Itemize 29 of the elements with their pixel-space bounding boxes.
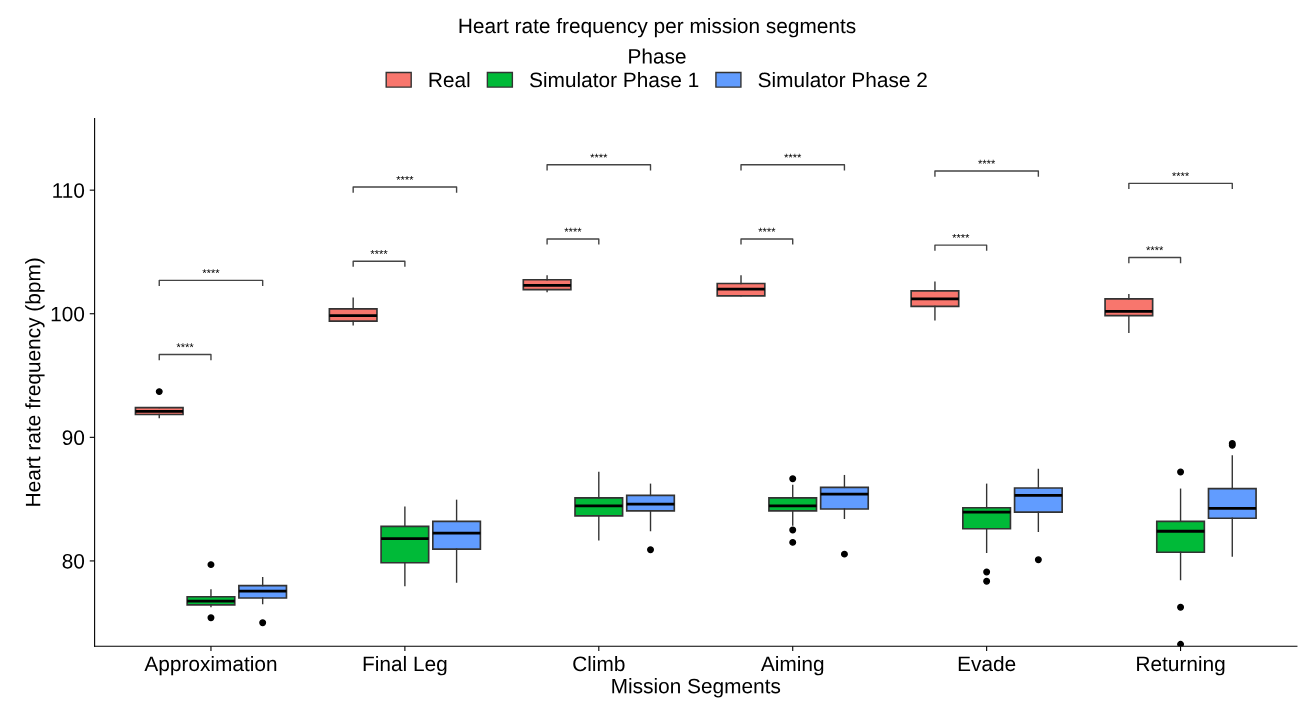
annotation: **** <box>176 343 194 348</box>
annotation: **** <box>1146 246 1164 251</box>
annotation: **** <box>396 175 414 180</box>
annotation: **** <box>978 159 996 164</box>
x-tick-label: Returning <box>1137 655 1225 676</box>
annotation: **** <box>590 153 608 158</box>
legend-label: Simulator Phase 2 <box>758 71 927 88</box>
chart-title: Heart rate frequency per mission segments <box>459 17 856 38</box>
x-tick-label: Evade <box>958 655 1016 672</box>
y-axis-title: Heart rate frequency (bpm) <box>25 258 45 506</box>
y-tick-label: 80 <box>62 553 85 569</box>
y-tick-label: 100 <box>51 306 85 322</box>
annotation: **** <box>202 269 220 274</box>
annotation: **** <box>784 153 802 158</box>
annotation: **** <box>758 227 776 232</box>
x-tick-label: Approximation <box>144 655 277 676</box>
y-tick-label: 110 <box>53 183 85 198</box>
annotation: **** <box>564 227 582 232</box>
y-tick-label: 90 <box>62 430 85 446</box>
x-tick-label: Aiming <box>760 655 824 676</box>
annotation: **** <box>1172 172 1190 177</box>
x-tick-label: Climb <box>573 655 625 672</box>
legend-label: Simulator Phase 1 <box>529 71 699 88</box>
x-tick-label: Final Leg <box>363 655 447 676</box>
annotation: **** <box>952 233 970 238</box>
annotation: **** <box>370 250 388 254</box>
legend-title: Phase <box>629 48 686 64</box>
legend-label: Real <box>429 71 470 88</box>
x-axis-title: Mission Segments <box>612 678 781 698</box>
